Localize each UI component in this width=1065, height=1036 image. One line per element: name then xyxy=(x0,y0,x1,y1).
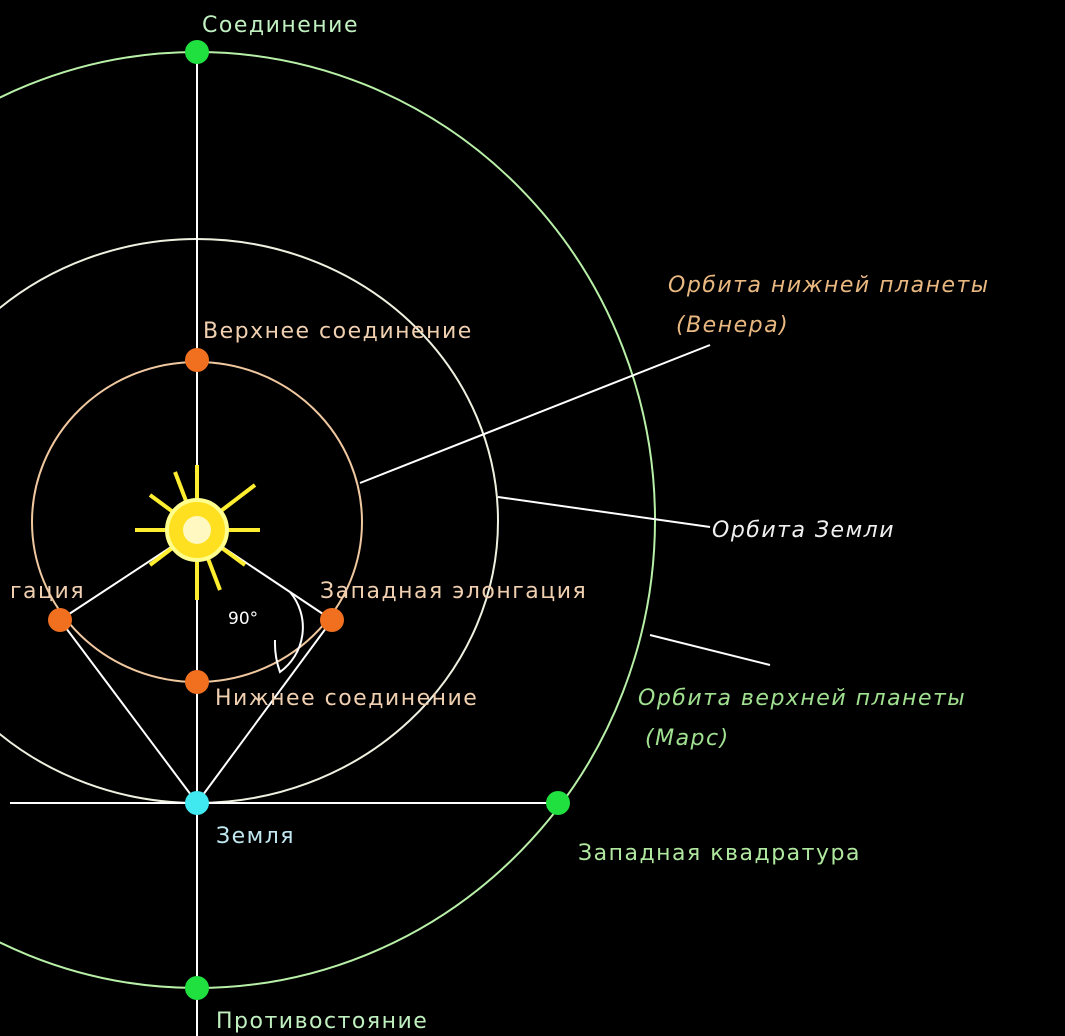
label: Соединение xyxy=(202,13,359,38)
planet-quadrature xyxy=(546,791,570,815)
venus-west xyxy=(320,608,344,632)
label: гация xyxy=(10,579,85,604)
label: Западная элонгация xyxy=(320,579,587,604)
label: 90° xyxy=(228,609,258,629)
venus-east xyxy=(48,608,72,632)
label: (Марс) xyxy=(645,726,730,751)
earth xyxy=(185,791,209,815)
label: Орбита Земли xyxy=(712,518,895,543)
label: Нижнее соединение xyxy=(215,686,478,711)
venus-inferior xyxy=(185,670,209,694)
label: Противостояние xyxy=(216,1009,428,1034)
label: Западная квадратура xyxy=(578,841,861,866)
label: Орбита верхней планеты xyxy=(638,686,966,711)
label: Верхнее соединение xyxy=(203,319,473,344)
planet-opposition xyxy=(185,976,209,1000)
label: (Венера) xyxy=(676,313,789,338)
background xyxy=(0,0,1065,1036)
diagram: Соединение Верхнее соединение Орбита ниж… xyxy=(0,0,1065,1036)
label: Орбита нижней планеты xyxy=(668,273,990,298)
planet-conjunction xyxy=(185,40,209,64)
venus-superior xyxy=(185,348,209,372)
label: Земля xyxy=(216,824,295,849)
